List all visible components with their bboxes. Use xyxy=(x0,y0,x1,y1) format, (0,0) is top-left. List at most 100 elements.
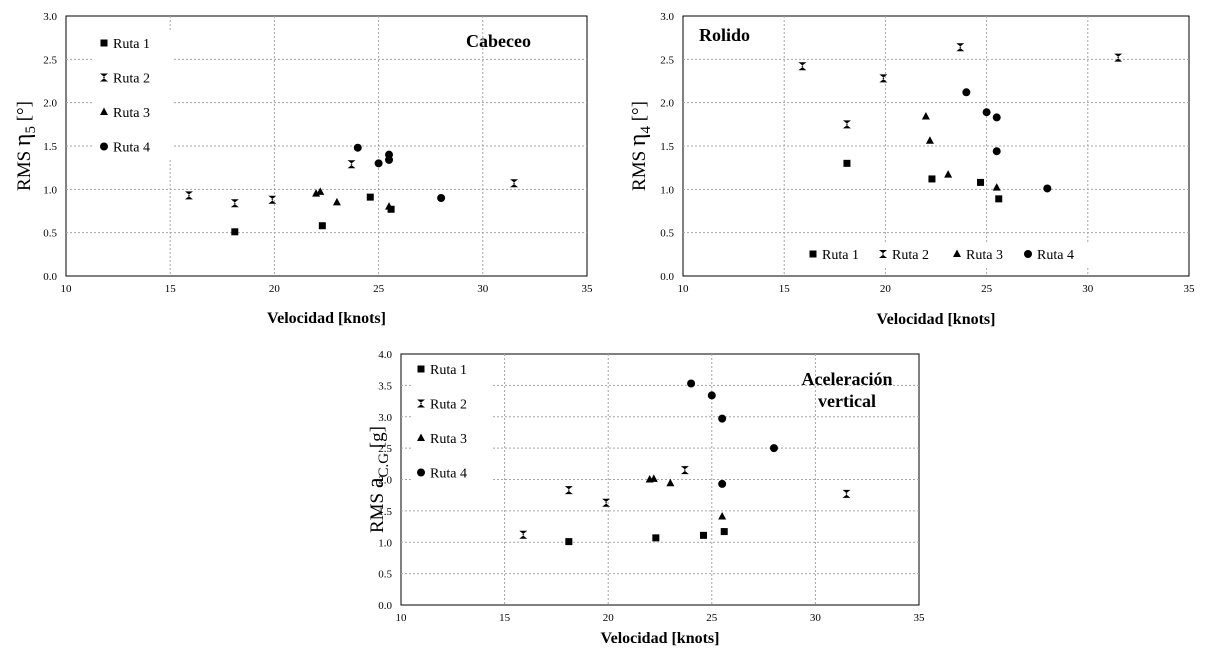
x-tick-label: 30 xyxy=(1082,283,1094,295)
y-axis-unit: [g] xyxy=(367,426,388,453)
data-point-ruta-4 xyxy=(982,108,991,117)
data-point-ruta-1 xyxy=(700,531,708,539)
data-point-ruta-3 xyxy=(925,136,934,144)
x-tick-label: 35 xyxy=(914,612,926,624)
x-axis-title: Velocidad [knots] xyxy=(601,630,720,647)
x-tick-label: 15 xyxy=(499,612,511,624)
legend-marker-ruta-4 xyxy=(100,142,108,151)
legend-background xyxy=(411,356,491,486)
x-tick-label: 10 xyxy=(678,283,690,295)
y-axis-title: RMS η4 [°] xyxy=(625,101,654,191)
y-tick-label: 1.5 xyxy=(43,141,57,153)
data-point-ruta-4 xyxy=(1043,184,1052,193)
data-point-ruta-1 xyxy=(231,228,239,236)
legend: Ruta 1 Ruta 2 Ruta 3 Ruta 4 xyxy=(803,242,1093,266)
y-tick-label: 2.5 xyxy=(660,54,674,66)
y-tick-label: 1.0 xyxy=(378,537,392,549)
legend: Ruta 1 Ruta 2 Ruta 3 Ruta 4 xyxy=(94,30,174,160)
y-axis-symbol: η xyxy=(625,134,651,147)
legend-label: Ruta 2 xyxy=(892,248,929,263)
x-tick-label: 15 xyxy=(779,283,791,295)
data-point-ruta-4 xyxy=(437,194,446,202)
y-tick-label: 0.0 xyxy=(378,600,392,612)
data-point-ruta-1 xyxy=(995,195,1003,203)
data-point-ruta-3 xyxy=(921,112,930,120)
data-point-ruta-2 xyxy=(602,498,611,507)
legend-marker-ruta-2 xyxy=(100,73,108,82)
data-point-ruta-3 xyxy=(718,512,727,520)
data-point-ruta-4 xyxy=(769,444,778,453)
chart-aceleracion-vertical: 10 15 20 25 30 35 0.0 0.5 1.0 1.5 2.0 2.5 3.0 3.5 4.0 V… xyxy=(363,349,925,647)
y-axis-subscript: 4 xyxy=(638,126,654,134)
x-tick-label: 20 xyxy=(603,612,615,624)
series-ruta-1 xyxy=(843,159,1003,203)
legend-label: Ruta 3 xyxy=(966,248,1003,263)
y-tick-label: 0.5 xyxy=(43,228,57,240)
data-point-ruta-2 xyxy=(842,120,851,129)
x-tick-label: 35 xyxy=(582,283,594,295)
legend-marker-ruta-4 xyxy=(417,468,425,477)
data-point-ruta-4 xyxy=(385,155,394,164)
data-point-ruta-3 xyxy=(316,187,325,195)
data-point-ruta-2 xyxy=(510,179,519,188)
data-point-ruta-3 xyxy=(649,474,658,482)
legend-label: Ruta 3 xyxy=(430,432,467,447)
data-point-ruta-2 xyxy=(184,191,193,200)
legend-label: Ruta 4 xyxy=(113,141,150,156)
data-point-ruta-4 xyxy=(992,147,1001,156)
legend-marker-ruta-2 xyxy=(879,250,887,258)
series-ruta-3 xyxy=(645,474,727,520)
x-tick-label: 10 xyxy=(396,612,408,624)
legend-background xyxy=(94,30,174,160)
series-ruta-3 xyxy=(921,112,1001,191)
data-point-ruta-3 xyxy=(385,202,394,210)
legend-marker-ruta-4 xyxy=(1024,250,1032,258)
y-axis-unit: [°] xyxy=(629,101,650,126)
data-point-ruta-2 xyxy=(956,43,965,52)
chart-title: Rolido xyxy=(699,25,750,45)
legend: Ruta 1 Ruta 2 Ruta 3 Ruta 4 xyxy=(411,356,491,486)
data-point-ruta-1 xyxy=(318,222,326,230)
legend-marker-ruta-1 xyxy=(100,39,108,47)
data-point-ruta-1 xyxy=(652,534,660,542)
x-tick-label: 10 xyxy=(61,283,73,295)
chart-title-line: Cabeceo xyxy=(466,31,531,51)
legend-label: Ruta 1 xyxy=(822,248,859,263)
chart-title: Cabeceo xyxy=(466,31,531,51)
data-point-ruta-3 xyxy=(944,170,953,178)
x-axis-title: Velocidad [knots] xyxy=(267,310,386,327)
x-tick-label: 15 xyxy=(165,283,177,295)
y-axis-title: RMS aC.G [g] xyxy=(363,426,392,533)
y-tick-label: 0.5 xyxy=(660,228,674,240)
data-point-ruta-1 xyxy=(565,538,573,546)
x-tick-label: 25 xyxy=(373,283,385,295)
legend-marker-ruta-2 xyxy=(417,399,425,408)
data-point-ruta-4 xyxy=(707,391,716,400)
y-tick-label: 0.0 xyxy=(43,271,57,283)
chart-title-line: Aceleración xyxy=(802,369,893,389)
chart-cabeceo: 10 15 20 25 30 35 0.0 0.5 1.0 1.5 2.0 2.5 3.0 Velocid… xyxy=(10,11,593,327)
legend-label: Ruta 3 xyxy=(113,106,150,121)
chart-title-line: vertical xyxy=(818,391,876,411)
legend-marker-ruta-3 xyxy=(100,107,108,115)
legend-background xyxy=(803,242,1093,266)
data-point-ruta-4 xyxy=(374,159,383,168)
data-point-ruta-4 xyxy=(353,143,362,152)
y-tick-label: 2.0 xyxy=(43,98,57,110)
data-point-ruta-2 xyxy=(347,160,356,169)
chart-rolido: 10 15 20 25 30 35 0.0 0.5 1.0 1.5 2.0 2.5 3.0 Velocid… xyxy=(625,11,1195,328)
y-axis-symbol: a xyxy=(363,477,389,488)
y-tick-label: 2.5 xyxy=(378,443,392,455)
legend-marker-ruta-1 xyxy=(809,250,817,258)
data-point-ruta-2 xyxy=(519,530,528,539)
data-point-ruta-4 xyxy=(687,379,696,388)
y-tick-label: 2.0 xyxy=(660,98,674,110)
y-axis-symbol: η xyxy=(10,134,36,147)
y-axis-prefix: RMS xyxy=(629,146,650,191)
data-point-ruta-2 xyxy=(230,199,239,208)
data-point-ruta-1 xyxy=(928,175,936,183)
data-point-ruta-1 xyxy=(720,528,728,536)
data-point-ruta-2 xyxy=(564,486,573,495)
data-point-ruta-2 xyxy=(680,466,689,475)
